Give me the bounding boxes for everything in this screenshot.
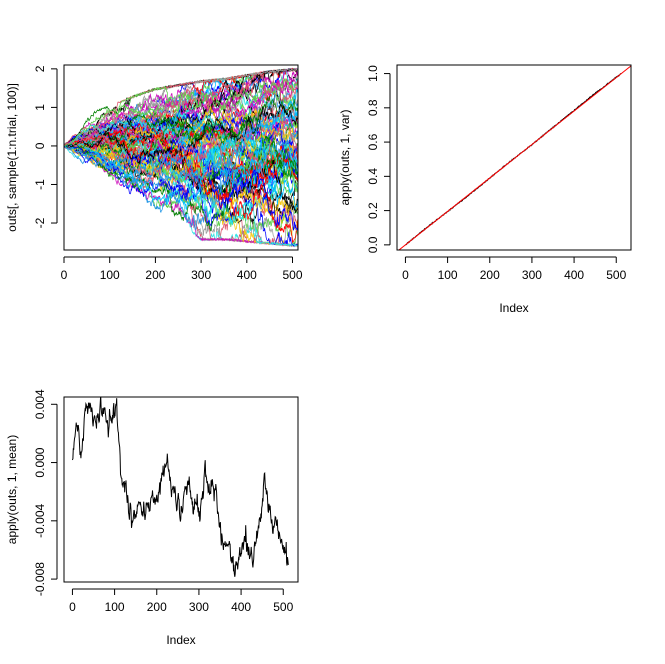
y-tick-label: -0.004 — [33, 503, 47, 537]
y-tick-label: 1 — [33, 104, 47, 111]
plot-area — [398, 65, 631, 250]
y-axis-title: apply(outs, 1, var) — [338, 109, 352, 205]
series-line-80 — [64, 69, 298, 159]
chart-panel-2: 0 100 200 300 400 500 Index 0.0 0.2 0.4 0.6 0.8 1.0 a… — [338, 64, 632, 315]
mean-line — [71, 397, 289, 577]
series-line-100 — [64, 107, 298, 181]
series-line-89 — [64, 106, 298, 174]
x-tick-label: 300 — [522, 268, 542, 282]
y-axis: -0.008 -0.004 0.000 0.004 apply(outs, 1, mea… — [5, 389, 58, 596]
y-axis: -2 -1 0 1 2 outs[, sample(1:n.trial, 100)] — [5, 65, 58, 232]
series-line-72 — [64, 144, 298, 232]
x-tick-label: 200 — [480, 268, 500, 282]
plot-frame — [63, 396, 299, 583]
x-tick-label: 0 — [61, 268, 68, 282]
chart-panel-3: 0 100 200 300 400 500 Index -0.008 -0.004 0.000 0.… — [5, 389, 299, 647]
y-tick-label: 2 — [33, 65, 47, 72]
x-tick-label: 300 — [191, 268, 211, 282]
y-axis-title: apply(outs, 1, mean) — [5, 435, 19, 544]
series-line-95 — [64, 137, 298, 210]
x-tick-label: 100 — [100, 268, 120, 282]
series-line-52 — [64, 90, 298, 151]
y-tick-label: 0.8 — [366, 99, 380, 116]
y-tick-label: -0.008 — [33, 562, 47, 596]
plot-area — [71, 397, 289, 577]
x-tick-label: 400 — [231, 600, 251, 614]
series-line-87 — [64, 136, 298, 189]
x-tick-label: 200 — [147, 600, 167, 614]
y-tick-label: -1 — [33, 179, 47, 190]
y-tick-label: -2 — [33, 217, 47, 228]
x-axis-title: Index — [499, 301, 528, 315]
plot-frame — [396, 64, 632, 251]
x-axis: 0 100 200 300 400 500 Index — [402, 256, 627, 315]
plot-area — [64, 67, 298, 248]
y-tick-label: 0.004 — [33, 389, 47, 419]
series-line-99 — [64, 77, 298, 147]
y-tick-label: 0.6 — [366, 133, 380, 150]
x-tick-label: 100 — [438, 268, 458, 282]
series-line-92 — [64, 68, 298, 148]
y-axis: 0.0 0.2 0.4 0.6 0.8 1.0 apply(outs, 1, var) — [338, 65, 391, 253]
x-tick-label: 100 — [105, 600, 125, 614]
y-tick-label: 0 — [33, 142, 47, 149]
series-line-49 — [64, 68, 298, 146]
x-tick-label: 500 — [606, 268, 626, 282]
series-line-98 — [64, 116, 298, 178]
y-tick-label: 0.0 — [366, 236, 380, 253]
x-tick-label: 500 — [283, 268, 303, 282]
x-tick-label: 400 — [237, 268, 257, 282]
chart-panel-1: 0 100 200 300 400 500 -2 -1 0 1 2 outs[, sample(1:n… — [5, 64, 303, 282]
y-tick-label: 0.4 — [366, 168, 380, 185]
y-axis-title: outs[, sample(1:n.trial, 100)] — [5, 83, 19, 232]
y-tick-label: 1.0 — [366, 65, 380, 82]
reference-line — [398, 65, 631, 250]
x-tick-label: 0 — [402, 268, 409, 282]
x-axis-title: Index — [166, 633, 195, 647]
x-axis: 0 100 200 300 400 500 — [61, 256, 303, 282]
plot-frame — [63, 64, 299, 251]
x-tick-label: 0 — [69, 600, 76, 614]
x-axis: 0 100 200 300 400 500 Index — [69, 588, 294, 647]
series-line-90 — [64, 71, 298, 147]
y-tick-label: 0.2 — [366, 202, 380, 219]
y-tick-label: 0.000 — [33, 447, 47, 477]
x-tick-label: 500 — [273, 600, 293, 614]
x-tick-label: 200 — [145, 268, 165, 282]
x-tick-label: 400 — [564, 268, 584, 282]
x-tick-label: 300 — [189, 600, 209, 614]
